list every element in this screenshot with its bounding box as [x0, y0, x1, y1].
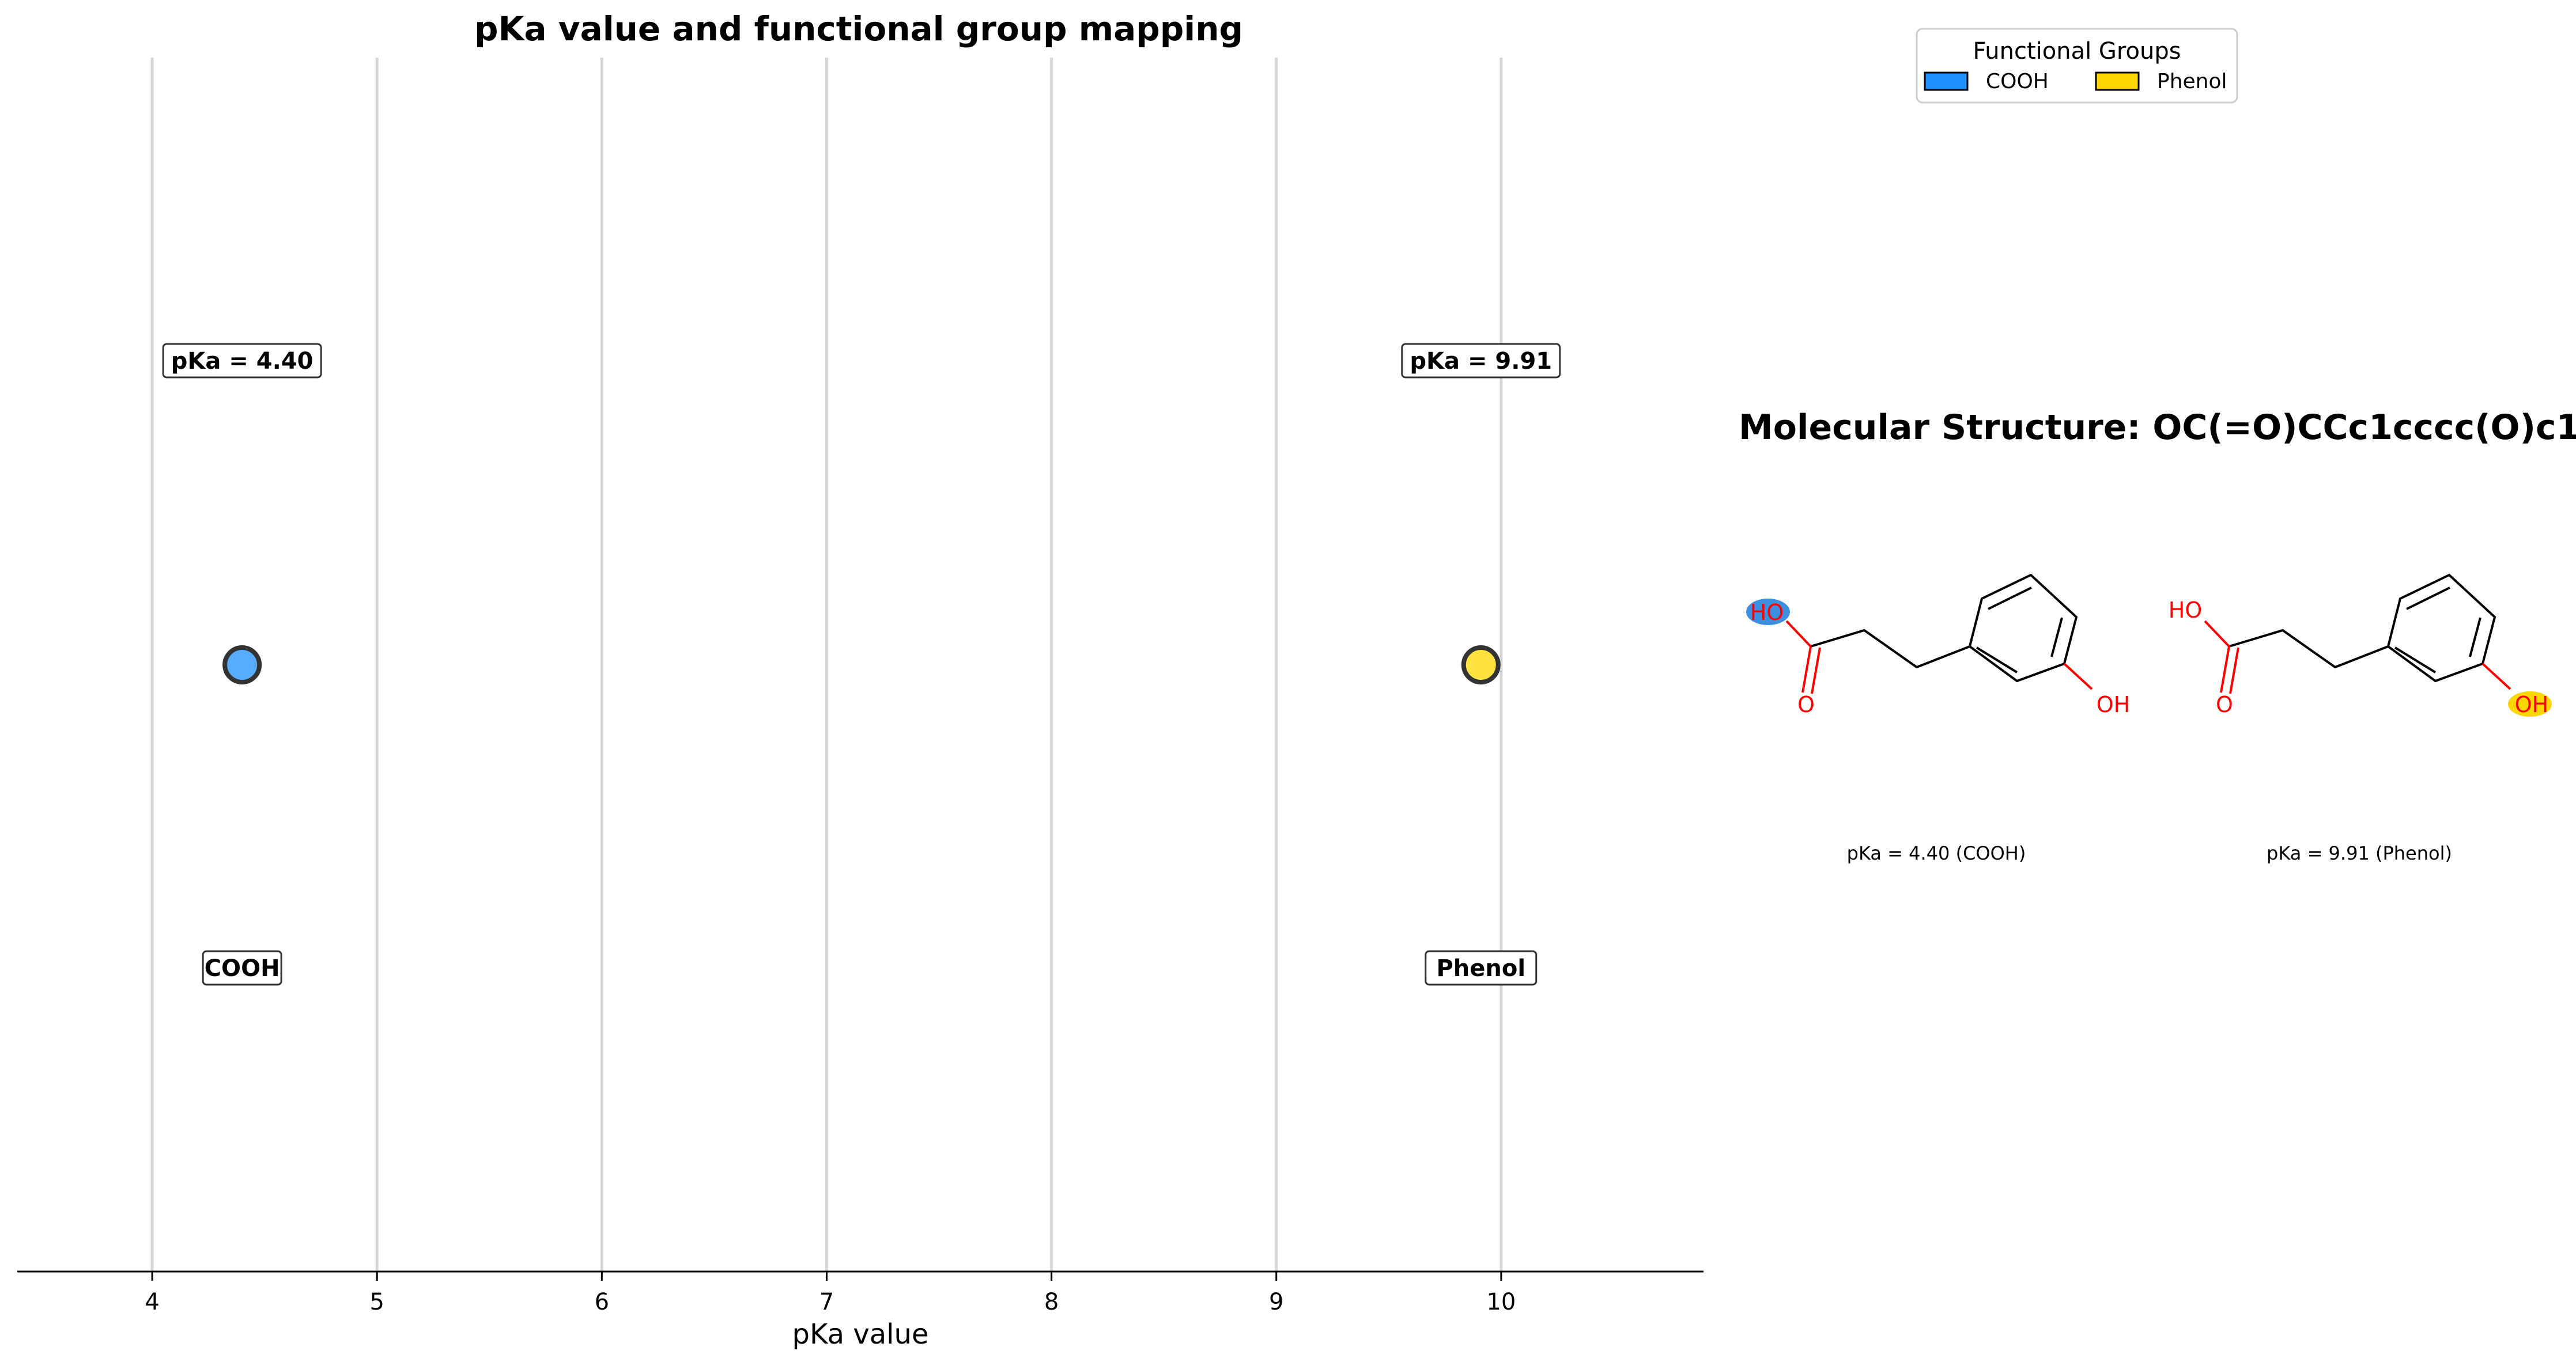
value-label-box [1401, 343, 1561, 379]
legend: Functional Groups COOH Phenol [1916, 28, 2238, 104]
atom-o: O [2216, 692, 2233, 717]
highlight-cooh [1746, 599, 1790, 625]
x-tick-label: 5 [369, 1289, 384, 1315]
legend-title: Functional Groups [1973, 38, 2181, 65]
value-label: pKa = 4.40 [171, 348, 313, 374]
legend-frame [1916, 28, 2238, 104]
group-label-box [202, 950, 282, 986]
legend-label-phenol: Phenol [2157, 70, 2227, 93]
bonds [1810, 573, 2078, 683]
legend-label-cooh: COOH [1986, 70, 2049, 93]
x-tick-label: 7 [819, 1289, 834, 1315]
bonds [2228, 573, 2496, 683]
group-label: Phenol [1436, 955, 1525, 982]
data-point [222, 645, 262, 684]
atom-oh: OH [2515, 692, 2548, 717]
grid-lines [150, 58, 1503, 1272]
x-tick-label: 9 [1269, 1289, 1283, 1315]
legend-swatch-phenol [2095, 71, 2140, 91]
chart-title: pKa value and functional group mapping [474, 9, 1243, 48]
structure-title: Molecular Structure: OC(=O)CCc1cccc(O)c1 [1739, 407, 2576, 448]
group-label-box [1425, 950, 1538, 986]
point-group-cooh: pKa = 4.40 COOH [162, 343, 322, 986]
data-point [1461, 645, 1501, 684]
group-label: COOH [205, 955, 280, 982]
atom-ho: HO [1750, 600, 1784, 625]
x-axis-label: pKa value [792, 1318, 929, 1350]
value-label-box [162, 343, 322, 379]
x-tick-label: 6 [595, 1289, 609, 1315]
x-tick-label: 4 [145, 1289, 159, 1315]
atom-ho: HO [2169, 597, 2202, 623]
caption-cooh: pKa = 4.40 (COOH) [1847, 842, 2026, 864]
molecule-cooh-highlight: HO O OH pKa = 4.40 (COOH) [1746, 573, 2130, 864]
x-axis-ticks: 4 5 6 7 8 9 10 [145, 1272, 1516, 1315]
molecule-phenol-highlight: HO O OH pKa = 9.91 (Phenol) [2169, 573, 2552, 864]
x-tick-label: 10 [1486, 1289, 1516, 1315]
x-tick-label: 8 [1044, 1289, 1059, 1315]
highlight-phenol [2508, 691, 2552, 717]
value-label: pKa = 9.91 [1410, 348, 1552, 374]
atom-oh: OH [2097, 692, 2130, 717]
atom-o: O [1797, 692, 1815, 717]
point-group-phenol: pKa = 9.91 Phenol [1401, 343, 1561, 986]
data-points: pKa = 4.40 COOH pKa = 9.91 Phenol [162, 343, 1561, 986]
legend-swatch-cooh [1924, 71, 1969, 91]
caption-phenol: pKa = 9.91 (Phenol) [2267, 842, 2452, 864]
